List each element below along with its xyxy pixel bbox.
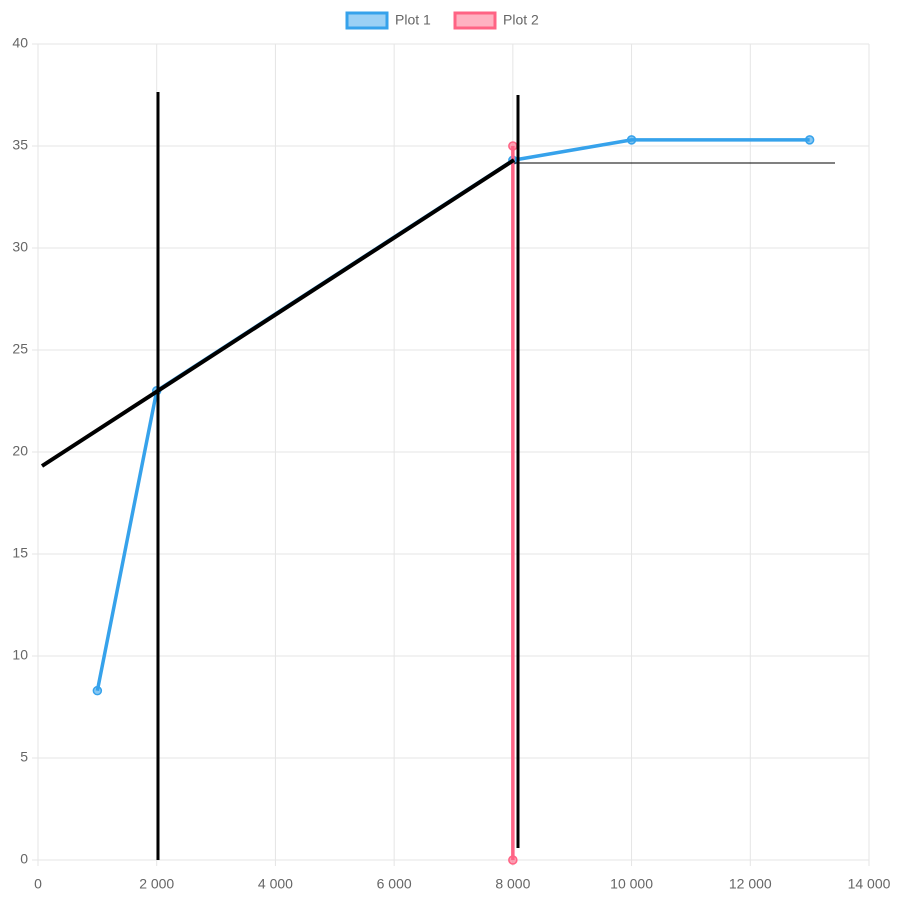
x-tick-label: 4 000 (258, 876, 293, 892)
y-tick-label: 35 (12, 137, 28, 153)
x-tick-label: 14 000 (848, 876, 891, 892)
x-tick-label: 12 000 (729, 876, 772, 892)
legend-label: Plot 2 (503, 12, 539, 28)
legend-item[interactable]: Plot 2 (453, 11, 539, 30)
y-tick-label: 20 (12, 443, 28, 459)
data-point (508, 141, 518, 151)
y-tick-label: 0 (20, 851, 28, 867)
x-tick-label: 6 000 (377, 876, 412, 892)
legend-item[interactable]: Plot 1 (345, 11, 431, 30)
data-point (804, 135, 815, 145)
annotation-line (40, 158, 516, 468)
legend-swatch (345, 11, 389, 30)
y-tick-label: 15 (12, 545, 28, 561)
annotations (40, 92, 835, 860)
data-point (508, 855, 518, 865)
x-tick-label: 8 000 (495, 876, 530, 892)
y-tick-label: 30 (12, 239, 28, 255)
data-point (626, 135, 637, 145)
legend: Plot 1 Plot 2 (345, 11, 539, 30)
y-tick-label: 10 (12, 647, 28, 663)
legend-label: Plot 1 (395, 12, 431, 28)
legend-swatch (453, 11, 497, 30)
series-line (95, 138, 810, 692)
y-tick-label: 5 (20, 749, 28, 765)
y-tick-label: 40 (12, 35, 28, 51)
x-tick-label: 2 000 (139, 876, 174, 892)
y-tick-label: 25 (12, 341, 28, 357)
data-point (92, 685, 103, 696)
x-tick-label: 0 (34, 876, 42, 892)
x-tick-label: 10 000 (610, 876, 653, 892)
